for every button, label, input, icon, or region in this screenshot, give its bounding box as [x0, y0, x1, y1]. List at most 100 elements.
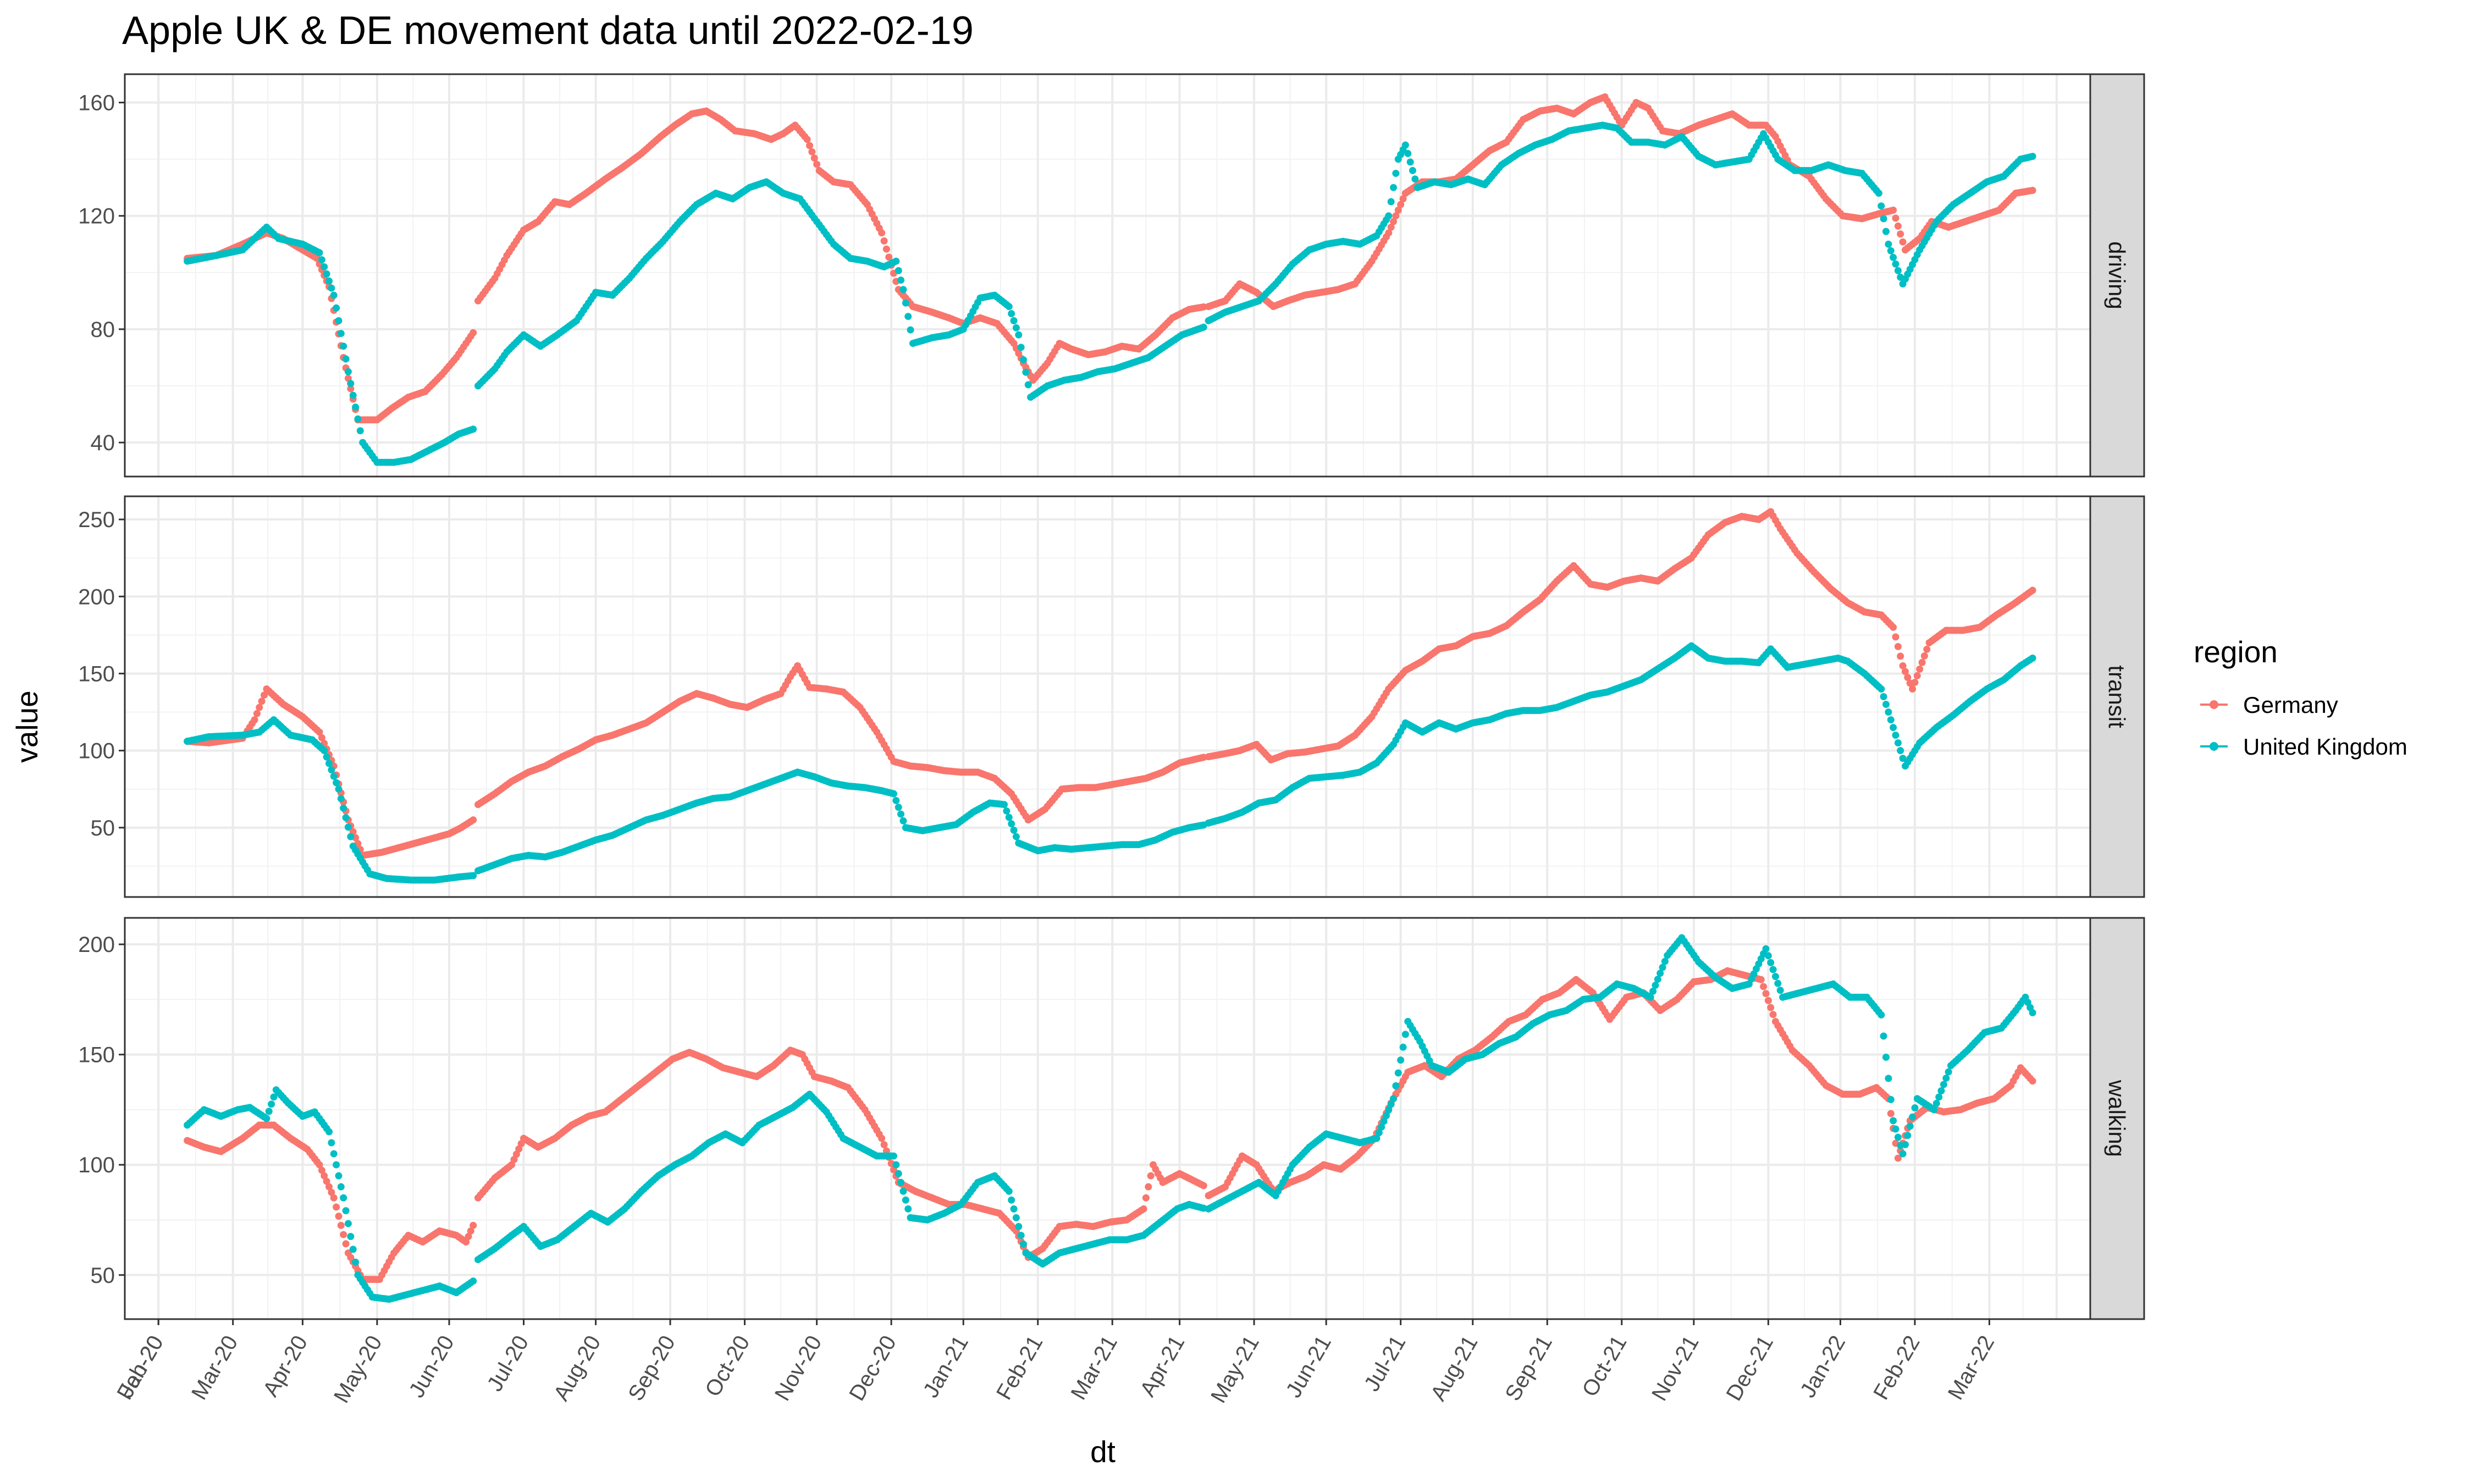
y-tick-label: 50	[91, 816, 115, 840]
data-point	[1899, 755, 1907, 762]
data-point	[882, 245, 890, 253]
series-united-kingdom	[184, 934, 2036, 1303]
data-point	[335, 785, 343, 793]
data-point	[894, 267, 902, 274]
data-point	[323, 1177, 330, 1185]
data-point	[1930, 1106, 1938, 1114]
data-point	[1012, 1214, 1020, 1221]
data-point	[1200, 1182, 1207, 1189]
data-point	[1894, 643, 1902, 650]
data-point	[1397, 1056, 1405, 1064]
data-point	[899, 817, 907, 824]
data-point	[1394, 206, 1402, 214]
data-point	[1772, 973, 1779, 981]
data-point	[904, 1205, 912, 1212]
data-point	[1017, 1232, 1025, 1239]
data-point	[1145, 1183, 1152, 1190]
data-point	[1769, 966, 1777, 973]
data-point	[325, 760, 333, 767]
data-point	[2029, 654, 2036, 662]
y-tick-label: 120	[78, 204, 115, 229]
data-point	[323, 753, 330, 761]
data-point	[810, 154, 818, 162]
legend-label: Germany	[2243, 692, 2338, 718]
data-point	[1659, 964, 1666, 971]
data-point	[1894, 739, 1902, 747]
data-point	[1383, 1112, 1390, 1120]
data-point	[470, 872, 477, 879]
legend-key-point	[2210, 700, 2218, 709]
data-point	[1913, 672, 1921, 679]
data-point	[347, 833, 355, 840]
data-point	[1880, 693, 1887, 700]
data-point	[1890, 206, 1897, 214]
y-axis-title: value	[10, 690, 44, 762]
data-point	[330, 1194, 338, 1201]
data-point	[1776, 987, 1784, 994]
data-point	[1890, 253, 1897, 261]
x-axis-title: dt	[1090, 1435, 1115, 1469]
data-point	[1877, 685, 1885, 693]
data-point	[1020, 1241, 1027, 1248]
y-tick-label: 80	[91, 318, 115, 342]
data-point	[352, 403, 360, 411]
data-point	[1142, 1194, 1150, 1201]
y-tick-label: 100	[78, 739, 115, 763]
data-point	[1762, 945, 1770, 953]
data-point	[318, 734, 325, 741]
data-point	[1147, 1172, 1155, 1180]
data-point	[340, 1231, 347, 1238]
data-point	[1894, 1133, 1902, 1141]
facet-strip	[2089, 495, 2145, 898]
panels: 4080120160driving50100150200250transit50…	[78, 73, 2145, 1320]
data-point	[1387, 1100, 1395, 1108]
data-point	[333, 1161, 340, 1169]
data-point	[1764, 952, 1772, 960]
data-point	[352, 1258, 360, 1266]
data-point	[1909, 1113, 1917, 1121]
data-point	[1897, 230, 1904, 238]
data-point	[2029, 1009, 2036, 1016]
data-point	[258, 697, 266, 705]
data-point	[1882, 228, 1890, 235]
chart-title: Apple UK & DE movement data until 2022-0…	[122, 9, 974, 53]
data-point	[878, 1134, 886, 1142]
data-point	[1010, 827, 1018, 834]
data-point	[902, 299, 909, 307]
data-point	[1394, 1069, 1402, 1077]
facet-strip	[2089, 73, 2145, 478]
facet-strip-label: transit	[2104, 665, 2130, 728]
data-point	[1899, 662, 1907, 669]
data-point	[1401, 141, 1409, 149]
data-point	[1654, 976, 1661, 983]
series-germany	[184, 967, 2036, 1283]
data-point	[1399, 1043, 1407, 1051]
series-layer	[184, 934, 2036, 1303]
panel-background	[125, 918, 2090, 1319]
data-point	[316, 249, 323, 257]
data-point	[318, 1166, 325, 1174]
data-point	[1647, 993, 1654, 1001]
data-point	[1940, 1081, 1947, 1088]
data-point	[2029, 586, 2036, 594]
data-point	[318, 256, 325, 264]
data-point	[270, 1093, 278, 1101]
data-point	[1935, 1093, 1943, 1101]
data-point	[1001, 801, 1008, 809]
data-point	[265, 1108, 273, 1115]
data-point	[1923, 645, 1931, 653]
data-point	[349, 1245, 357, 1253]
legend-label: United Kingdom	[2243, 734, 2407, 760]
data-point	[261, 691, 268, 699]
data-point	[1390, 1095, 1398, 1103]
data-point	[880, 1141, 888, 1149]
data-point	[1015, 331, 1023, 339]
y-tick-label: 150	[78, 1043, 115, 1067]
data-point	[470, 1222, 477, 1229]
data-point	[1909, 685, 1917, 693]
panel-background	[125, 74, 2090, 477]
data-point	[892, 257, 900, 265]
data-point	[813, 160, 821, 168]
